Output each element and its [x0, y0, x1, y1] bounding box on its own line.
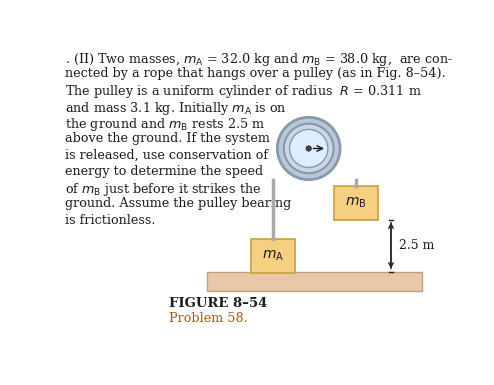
- Text: R: R: [312, 125, 322, 138]
- Text: 2.5 m: 2.5 m: [400, 239, 435, 252]
- Text: $m_\mathrm{A}$: $m_\mathrm{A}$: [262, 249, 285, 263]
- Text: nected by a rope that hangs over a pulley (as in Fig. 8–54).: nected by a rope that hangs over a pulle…: [65, 67, 446, 80]
- Text: $m_\mathrm{B}$: $m_\mathrm{B}$: [345, 195, 367, 210]
- Bar: [251, 239, 295, 273]
- Text: FIGURE 8–54: FIGURE 8–54: [169, 297, 267, 310]
- Text: The pulley is a uniform cylinder of radius  $R$ = 0.311 m: The pulley is a uniform cylinder of radi…: [65, 83, 421, 100]
- Text: ground. Assume the pulley bearing: ground. Assume the pulley bearing: [65, 198, 291, 210]
- Text: and mass 3.1 kg. Initially $m_\mathrm{A}$ is on: and mass 3.1 kg. Initially $m_\mathrm{A}…: [65, 100, 287, 117]
- Text: energy to determine the speed: energy to determine the speed: [65, 165, 263, 178]
- Bar: [333, 186, 377, 219]
- Text: . (II) Two masses, $m_\mathrm{A}$ = 32.0 kg and $m_\mathrm{B}$ = 38.0 kg,  are c: . (II) Two masses, $m_\mathrm{A}$ = 32.0…: [65, 51, 453, 68]
- Ellipse shape: [277, 117, 340, 180]
- Bar: [207, 271, 422, 291]
- Ellipse shape: [289, 129, 328, 167]
- Text: is frictionless.: is frictionless.: [65, 214, 155, 227]
- Ellipse shape: [306, 146, 311, 151]
- Text: Problem 58.: Problem 58.: [169, 311, 247, 325]
- Ellipse shape: [284, 124, 333, 173]
- Text: is released, use conservation of: is released, use conservation of: [65, 149, 268, 161]
- Text: of $m_\mathrm{B}$ just before it strikes the: of $m_\mathrm{B}$ just before it strikes…: [65, 181, 261, 198]
- Text: above the ground. If the system: above the ground. If the system: [65, 132, 270, 145]
- Text: the ground and $m_\mathrm{B}$ rests 2.5 m: the ground and $m_\mathrm{B}$ rests 2.5 …: [65, 116, 265, 133]
